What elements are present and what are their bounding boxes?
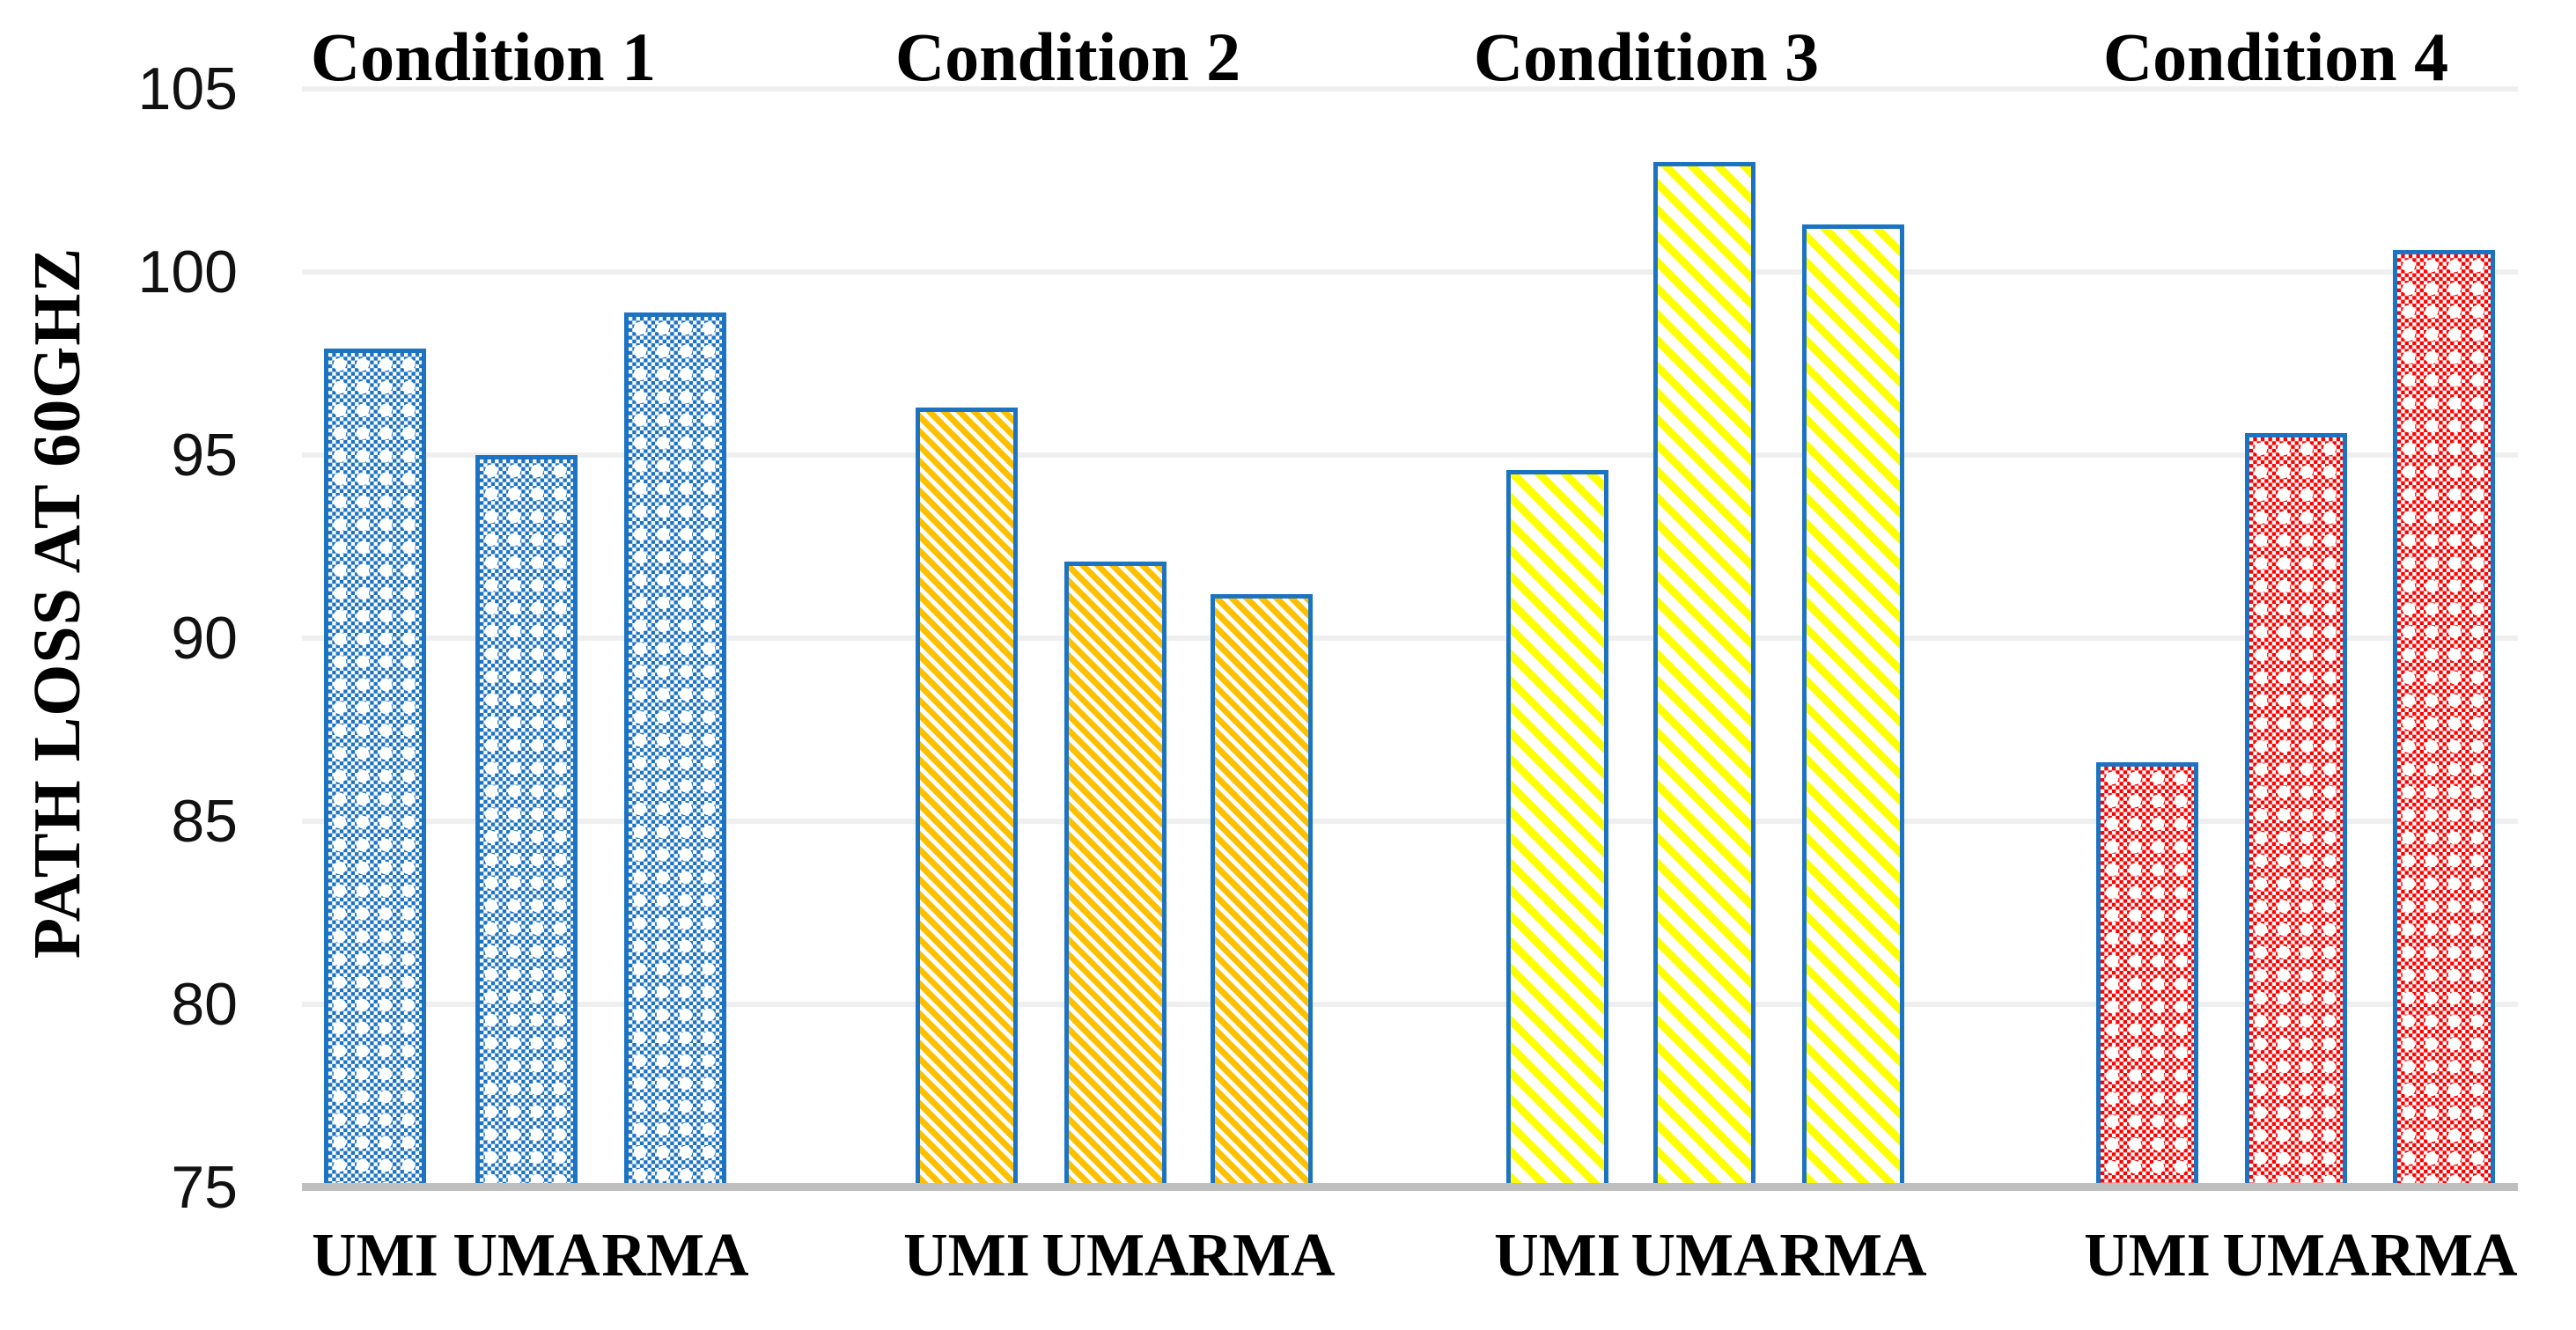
x-label-uma-g4: UMA <box>2222 1222 2370 1290</box>
group-title-3: Condition 3 <box>1473 18 1820 95</box>
x-label-uma-g2: UMA <box>1041 1222 1189 1290</box>
y-tick-label-105: 105 <box>137 55 238 122</box>
x-label-umi-g1: UMI <box>312 1222 438 1290</box>
bar-condition-1-uma <box>475 455 578 1187</box>
y-tick-label-90: 90 <box>171 605 238 672</box>
x-label-rma-g4: RMA <box>2370 1222 2518 1290</box>
gridline-85 <box>302 819 2518 824</box>
y-tick-label-85: 85 <box>171 788 238 855</box>
bar-condition-3-umi <box>1506 469 1608 1187</box>
x-label-rma-g3: RMA <box>1779 1222 1927 1290</box>
gridline-80 <box>302 1002 2518 1007</box>
group-title-1: Condition 1 <box>310 18 657 95</box>
x-axis-line <box>302 1183 2518 1191</box>
bar-condition-2-rma <box>1211 594 1313 1187</box>
group-title-2: Condition 2 <box>894 18 1241 95</box>
x-label-uma-g1: UMA <box>453 1222 600 1290</box>
bar-condition-1-umi <box>324 349 426 1187</box>
bar-condition-3-uma <box>1653 162 1755 1187</box>
y-tick-label-95: 95 <box>171 422 238 489</box>
x-label-umi-g2: UMI <box>903 1222 1030 1290</box>
gridline-105 <box>302 86 2518 92</box>
group-title-4: Condition 4 <box>2102 18 2449 95</box>
y-tick-label-100: 100 <box>137 239 238 305</box>
gridline-100 <box>302 269 2518 275</box>
gridline-90 <box>302 636 2518 641</box>
x-label-rma-g1: RMA <box>601 1222 749 1290</box>
x-label-rma-g2: RMA <box>1188 1222 1336 1290</box>
y-tick-label-80: 80 <box>171 971 238 1038</box>
bar-condition-1-rma <box>624 312 726 1187</box>
gridline-95 <box>302 452 2518 458</box>
bar-condition-4-uma <box>2245 433 2347 1187</box>
y-tick-label-75: 75 <box>171 1154 238 1221</box>
bar-condition-4-umi <box>2096 762 2198 1187</box>
x-label-uma-g3: UMA <box>1630 1222 1778 1290</box>
bar-condition-2-uma <box>1064 561 1167 1187</box>
x-label-umi-g4: UMI <box>2084 1222 2211 1290</box>
bar-condition-2-umi <box>916 407 1018 1187</box>
bar-condition-3-rma <box>1802 224 1904 1187</box>
bar-condition-4-rma <box>2393 250 2495 1187</box>
x-label-umi-g3: UMI <box>1494 1222 1621 1290</box>
